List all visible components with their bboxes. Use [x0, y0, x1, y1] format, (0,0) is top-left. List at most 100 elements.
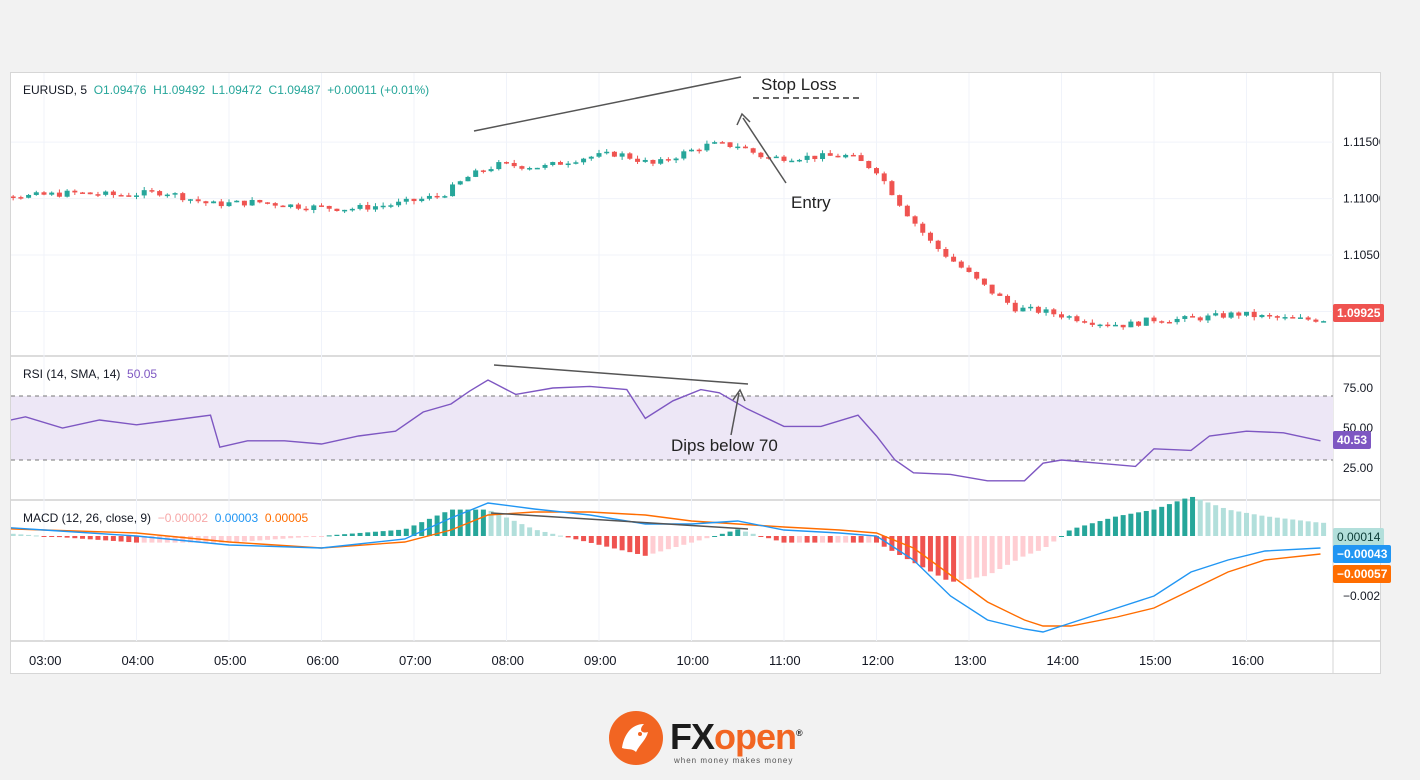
chart-canvas[interactable]: 03:00 04:00 05:00 06:00 07:00 08:00 09:00 10:00… — [11, 73, 1380, 673]
candle-body — [326, 205, 332, 209]
macd-hist-bar — [64, 536, 70, 538]
candle-body — [927, 232, 933, 241]
candle-body — [1028, 306, 1034, 309]
macd-hist-bar — [41, 536, 47, 537]
candle-body — [804, 155, 810, 160]
macd-hist-bar — [33, 535, 39, 537]
macd-hist-bar — [249, 536, 255, 541]
macd-hist-bar — [820, 536, 826, 543]
candle-body — [1290, 317, 1296, 319]
macd-hist-bar — [1313, 522, 1319, 536]
legend-high: H1.09492 — [153, 83, 206, 97]
candle-body — [72, 190, 78, 193]
candle-body — [403, 198, 409, 202]
macd-hist-bar — [1120, 515, 1126, 536]
macd-hist-bar — [457, 509, 463, 536]
candle-body — [881, 173, 887, 182]
macd-hist-bar — [727, 531, 733, 536]
macd-hist-bar — [650, 536, 656, 554]
candle-body — [388, 205, 394, 207]
macd-hist-bar — [49, 536, 55, 537]
candle-body — [272, 203, 278, 206]
macd-hist-bar — [18, 534, 24, 536]
macd-hist-bar — [542, 531, 548, 536]
candle-body — [380, 205, 386, 208]
candle-body — [149, 190, 155, 192]
candle-body — [80, 192, 86, 194]
candle-body — [912, 216, 918, 224]
macd-hist-bar — [1166, 504, 1172, 536]
macd-hist-bar — [565, 536, 571, 538]
macd-hist-bar — [519, 524, 525, 536]
macd-hist-bar — [1251, 514, 1257, 536]
candle-body — [1313, 319, 1319, 322]
candle-body — [411, 198, 417, 202]
macd-hist-bar — [904, 536, 910, 560]
macd-hist-bar — [419, 522, 425, 536]
candle-body — [18, 197, 24, 199]
macd-hist-bar — [974, 536, 980, 578]
macd-signal-line — [11, 511, 1321, 627]
candle-body — [164, 194, 170, 197]
macd-hist-bar — [1151, 509, 1157, 536]
candle-body — [735, 146, 741, 149]
candle-body — [1051, 309, 1057, 315]
candle-body — [372, 206, 378, 210]
candle-body — [943, 249, 949, 257]
candle-body — [473, 170, 479, 177]
candle-body — [488, 169, 494, 172]
macd-hist-bar — [80, 536, 86, 539]
candle-body — [249, 199, 255, 206]
macd-hist-bar — [673, 536, 679, 547]
candle-body — [1097, 324, 1103, 327]
candle-body — [989, 284, 995, 294]
candle-body — [619, 153, 625, 157]
macd-hist-bar — [689, 536, 694, 543]
fxopen-logo[interactable]: FXopen® when money makes money — [608, 708, 828, 772]
x-tick-label: 07:00 — [399, 653, 432, 668]
candle-body — [827, 153, 833, 156]
candle-body — [311, 205, 317, 210]
macd-hist-bar — [365, 532, 371, 536]
brand-name: FXopen® — [670, 716, 803, 758]
macd-hist-bar — [588, 536, 594, 543]
macd-hist-bar — [735, 529, 741, 536]
candle-body — [673, 158, 679, 161]
x-tick-label: 14:00 — [1047, 653, 1080, 668]
legend-change: +0.00011 (+0.01%) — [327, 83, 430, 97]
macd-hist-bar — [781, 536, 787, 543]
candle-body — [49, 192, 55, 195]
macd-hist-bar — [241, 536, 247, 542]
candle-body — [958, 261, 964, 268]
candle-body — [103, 191, 109, 195]
macd-hist-bar — [596, 536, 602, 545]
candle-body — [534, 167, 540, 170]
candle-body — [257, 199, 263, 203]
candle-body — [1043, 309, 1049, 313]
macd-hist-bar — [1297, 520, 1303, 536]
macd-hist-bar — [1112, 516, 1118, 536]
candle-body — [11, 196, 16, 198]
macd-hist-bar — [311, 536, 317, 537]
legend-close: C1.09487 — [268, 83, 321, 97]
macd-hist-bar — [342, 534, 348, 536]
candle-body — [981, 278, 987, 285]
rsi-tick-label: 25.00 — [1343, 461, 1373, 475]
macd-hist-bar — [380, 531, 386, 536]
macd-hist-bar — [843, 536, 849, 543]
candle-body — [627, 153, 633, 159]
candle-body — [1197, 317, 1203, 321]
rsi-note-label: Dips below 70 — [671, 436, 778, 455]
macd-hist-bar — [126, 536, 132, 543]
candle-body — [835, 155, 841, 158]
macd-hist-bar — [1174, 501, 1180, 536]
macd-hist-bar — [326, 535, 332, 537]
macd-hist-bar — [372, 531, 378, 536]
candle-body — [226, 202, 232, 207]
macd-hist-bar — [866, 536, 872, 543]
macd-hist-bar — [1089, 523, 1095, 536]
candle-body — [241, 200, 247, 206]
macd-hist-bar — [534, 530, 540, 536]
chart-frame[interactable]: 03:00 04:00 05:00 06:00 07:00 08:00 09:00 10:00… — [10, 72, 1392, 674]
candle-body — [1143, 317, 1149, 326]
